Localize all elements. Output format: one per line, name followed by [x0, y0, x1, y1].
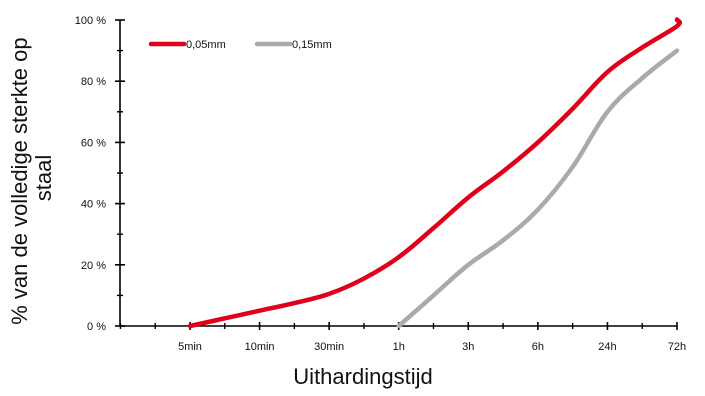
y-tick-label: 40 %	[81, 199, 106, 211]
x-tick-label: 72h	[668, 341, 686, 353]
x-tick-label: 10min	[245, 341, 275, 353]
series-line-0-05mm	[187, 17, 683, 329]
y-tick-label: 80 %	[81, 76, 106, 88]
y-axis-label: % van de volledige sterkte op staal	[7, 31, 56, 325]
legend-label: 0,15mm	[292, 39, 332, 51]
x-tick-label: 30min	[314, 341, 344, 353]
y-axis-label-line-2: staal	[31, 155, 56, 201]
y-tick-label: 60 %	[81, 137, 106, 149]
y-tick-label: 100 %	[75, 15, 106, 27]
x-tick-label: 24h	[598, 341, 616, 353]
x-tick-label: 3h	[462, 341, 474, 353]
series-line-0-15mm	[396, 48, 680, 329]
x-tick-label: 5min	[178, 341, 202, 353]
y-tick-label: 20 %	[81, 260, 106, 272]
legend-label: 0,05mm	[186, 39, 226, 51]
x-axis-label: Uithardingstijd	[293, 364, 432, 389]
y-tick-label: 0 %	[87, 321, 106, 333]
y-axis-label-line-1: % van de volledige sterkte op	[7, 37, 32, 324]
x-tick-label: 6h	[532, 341, 544, 353]
x-tick-label: 1h	[393, 341, 405, 353]
